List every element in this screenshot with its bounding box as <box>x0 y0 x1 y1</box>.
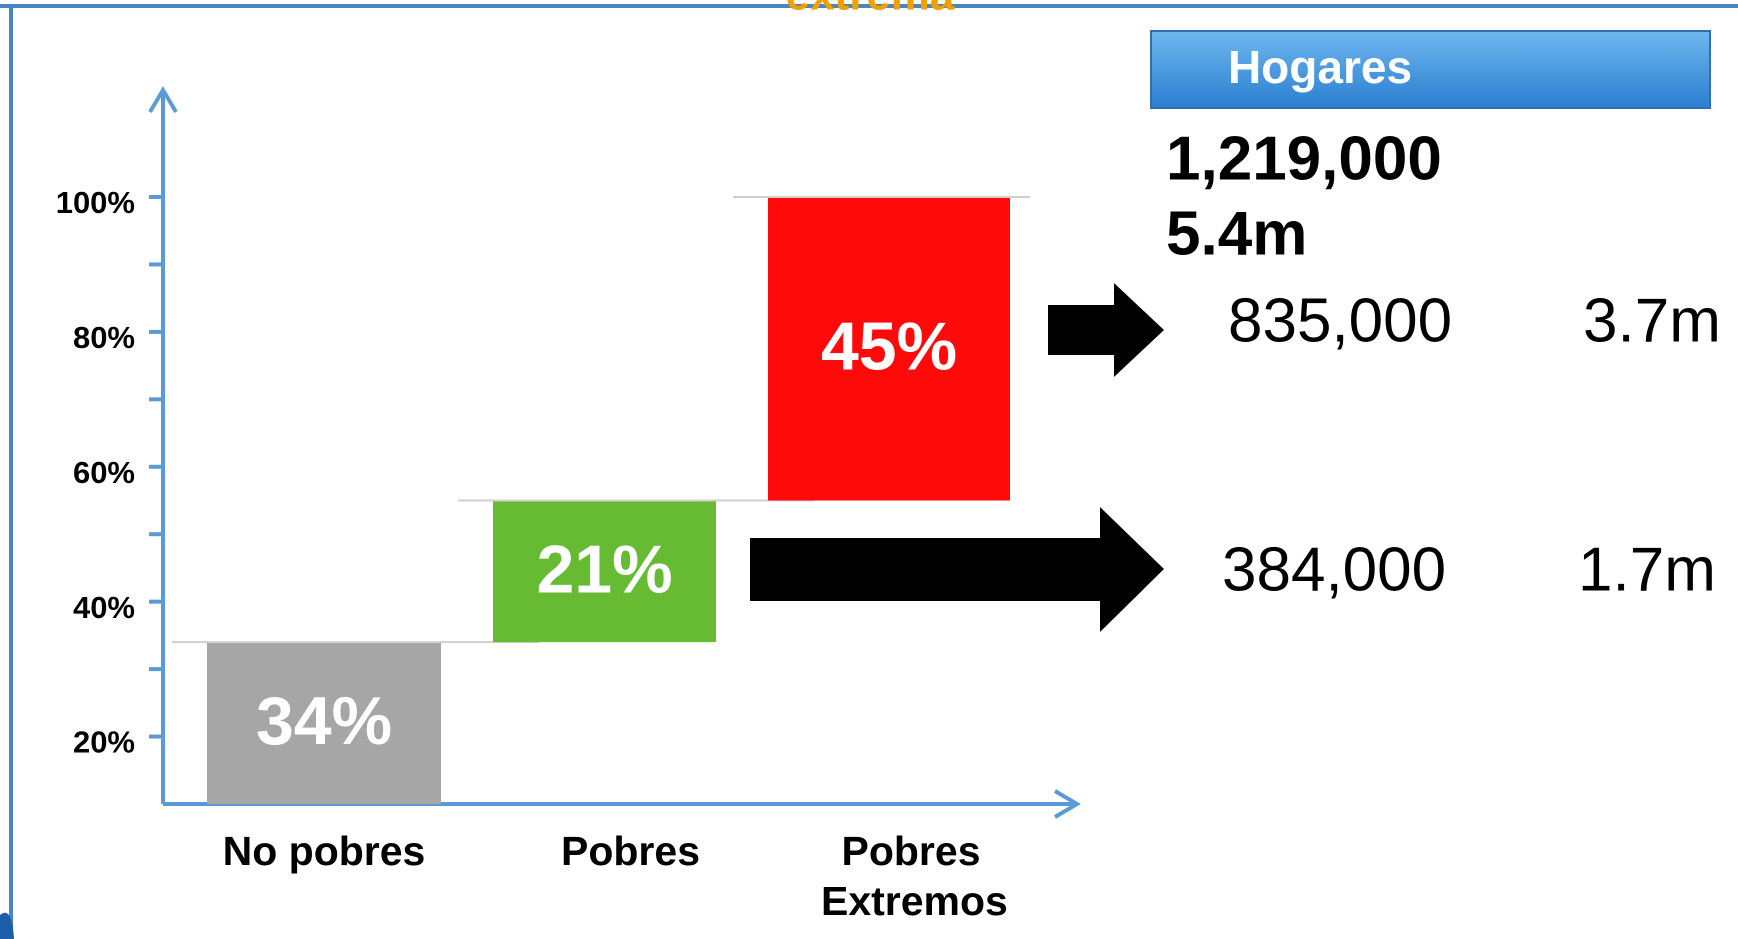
data-label: 21% <box>536 531 672 607</box>
total: 1,219,000 <box>1166 124 1442 193</box>
bar <box>768 197 1010 501</box>
people-count: 1.7m <box>1578 535 1716 604</box>
header-box <box>1150 30 1711 109</box>
x-axis-arrow <box>1053 789 1081 819</box>
x-tick-label: Pobres Extremos <box>821 828 1008 924</box>
x-tick-label: Pobres <box>561 828 700 874</box>
y-axis-arrow <box>148 86 178 114</box>
corner-swoosh <box>0 912 14 939</box>
y-tick-label: 20% <box>73 725 135 760</box>
people-count: 3.7m <box>1583 286 1721 355</box>
bar <box>493 500 716 643</box>
y-tick-label: 100% <box>56 185 135 220</box>
y-tick-label: 40% <box>73 590 135 625</box>
header-label: Hogares <box>1228 41 1412 93</box>
chart-title: extrema <box>786 0 955 20</box>
arrow <box>1048 283 1164 377</box>
data-label: 34% <box>256 683 392 759</box>
total-people: 5.4m <box>1166 199 1307 268</box>
data-label: 45% <box>821 309 957 385</box>
arrow <box>750 507 1164 632</box>
x-tick-label: No pobres <box>222 828 426 874</box>
bar <box>207 642 441 804</box>
y-tick-label: 60% <box>73 455 135 490</box>
y-tick-label: 80% <box>73 320 135 355</box>
households-count: 835,000 <box>1228 286 1452 355</box>
households-count: 384,000 <box>1222 535 1446 604</box>
